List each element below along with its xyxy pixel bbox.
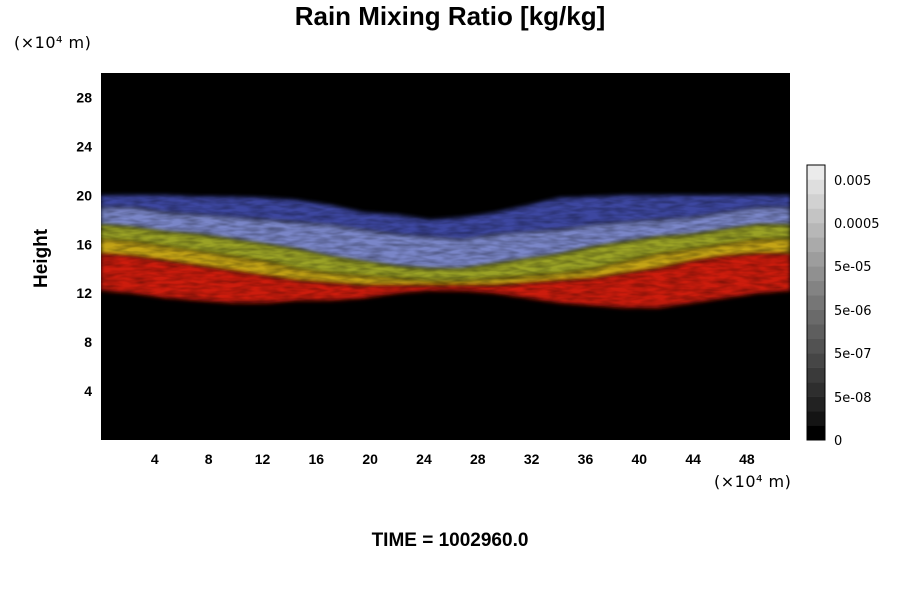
x-tick-label: 44	[685, 451, 701, 467]
y-tick-label: 4	[84, 383, 92, 399]
colorbar-tick-label: 5e-06	[834, 304, 872, 319]
y-tick-label: 16	[76, 236, 92, 252]
x-tick-label: 40	[631, 451, 647, 467]
colorbar-swatch	[807, 295, 825, 311]
colorbar-tick-label: 0.0005	[834, 217, 880, 232]
time-label: TIME = 1002960.0	[371, 530, 529, 551]
x-tick-label: 32	[524, 451, 540, 467]
y-tick-label: 24	[76, 138, 92, 154]
colorbar-swatch	[807, 165, 825, 180]
colorbar-tick-label: 5e-05	[834, 260, 872, 275]
x-tick-label: 20	[362, 451, 378, 467]
colorbar-swatch	[807, 179, 825, 195]
x-tick-label: 24	[416, 451, 432, 467]
colorbar-swatch	[807, 324, 825, 339]
colorbar-swatch	[807, 338, 825, 354]
colorbar-frame	[806, 164, 826, 441]
y-tick-label: 28	[76, 89, 92, 105]
x-tick-label: 16	[309, 451, 325, 467]
x-tick-label: 28	[470, 451, 486, 467]
y-tick-label: 20	[76, 187, 92, 203]
colorbar-swatch	[807, 309, 825, 325]
colorbar-swatch	[807, 353, 825, 368]
colorbar-swatch	[807, 280, 825, 296]
x-tick-label: 4	[151, 451, 159, 467]
colorbar-tick-label: 5e-07	[834, 347, 872, 362]
x-tick-label: 8	[205, 451, 213, 467]
colorbar-swatch	[807, 251, 825, 267]
colorbar-swatch	[807, 208, 825, 224]
colorbar-swatch	[807, 425, 825, 441]
x-tick-label: 12	[255, 451, 271, 467]
colorbar-tick-label: 5e-08	[834, 391, 872, 406]
colorbar-swatch	[807, 396, 825, 412]
colorbar-tick-label: 0	[834, 434, 842, 449]
colorbar-swatch	[807, 193, 825, 209]
chart-title: Rain Mixing Ratio [kg/kg]	[294, 1, 606, 31]
colorbar-swatch	[807, 367, 825, 383]
colorbar-tick-label: 0.005	[834, 174, 871, 189]
x-tick-label: 48	[739, 451, 755, 467]
y-axis-unit: (×10⁴ m)	[14, 33, 92, 52]
y-tick-label: 12	[76, 285, 92, 301]
x-axis-unit: (×10⁴ m)	[714, 472, 792, 491]
colorbar-swatch	[807, 382, 825, 397]
colorbar-swatch	[807, 237, 825, 253]
y-tick-label: 8	[84, 334, 92, 350]
rain-texture	[101, 189, 790, 312]
colorbar-swatch	[807, 222, 825, 238]
x-tick-label: 36	[578, 451, 594, 467]
colorbar-swatch	[807, 411, 825, 426]
colorbar-swatch	[807, 266, 825, 282]
